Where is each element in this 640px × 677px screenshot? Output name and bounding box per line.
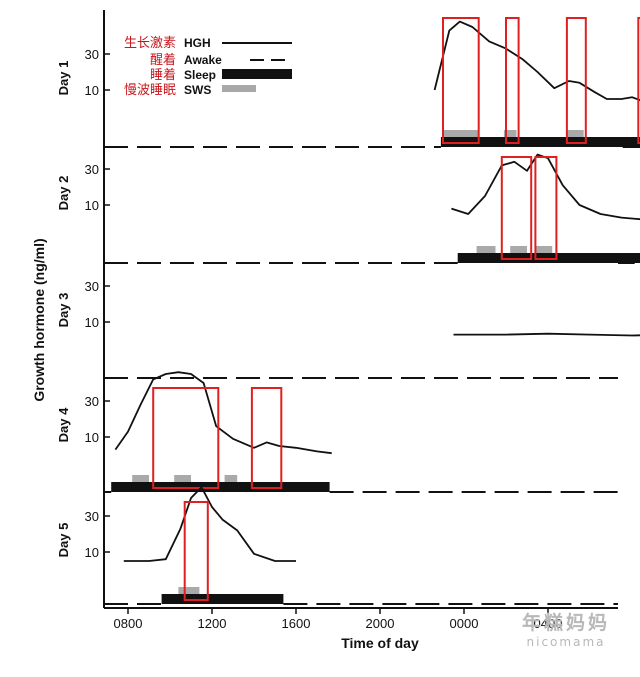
hgh-line [114,371,332,455]
sws-mark [503,130,517,137]
day-label: Day 2 [56,176,71,211]
watermark: 年糕妈妈 nicomama [514,608,618,649]
x-tick-label: 2000 [366,616,395,631]
highlight-box [505,17,520,144]
highlight-box [152,387,220,489]
hgh-line [433,20,640,102]
legend-label-sleep: Sleep [184,68,216,82]
sws-mark [510,246,527,253]
highlight-box [442,17,480,144]
y-tick-label: 30 [85,47,99,62]
x-tick-label: 0800 [114,616,143,631]
legend-label-hgh: HGH [184,36,211,50]
sws-mark [535,246,553,253]
highlight-box [183,501,209,601]
day-label: Day 1 [56,61,71,96]
hgh-line [453,332,640,337]
y-tick-label: 10 [85,545,99,560]
legend-swatch-sws [222,85,256,92]
day-label: Day 4 [56,407,71,442]
x-tick-label: 0400 [534,616,563,631]
sws-mark [476,246,496,253]
sws-mark [566,130,584,137]
sleep-bar [440,137,640,147]
x-axis-title: Time of day [341,635,419,651]
y-tick-label: 30 [85,279,99,294]
y-tick-label: 30 [85,394,99,409]
hgh-line [451,153,640,221]
panel-day-4: Day 4 10 30 [56,371,618,493]
y-axis-title: Growth hormone (ng/ml) [31,238,47,401]
y-tick-label: 10 [85,83,99,98]
sws-mark [178,587,200,594]
legend-cn-sleep: 睡着 [150,67,176,82]
sleep-bar [111,482,330,492]
day-label: Day 3 [56,293,71,328]
watermark-en: nicomama [526,635,606,649]
highlight-box [500,156,533,260]
highlight-box [534,156,558,260]
highlight-box [637,17,640,144]
watermark-cn: 年糕妈妈 [521,612,610,634]
sws-mark [174,475,191,482]
legend-swatch-sleep [222,69,292,79]
sws-mark [443,130,479,137]
hgh-line [123,486,296,562]
sleep-bar [161,594,284,604]
x-axis: 0800 1200 1600 2000 0000 0400 [114,608,563,631]
y-tick-label: 10 [85,315,99,330]
panel-day-2: Day 2 10 30 [56,153,640,264]
legend-cn-sws: 慢波睡眠 [124,82,176,97]
sws-mark [224,475,238,482]
legend-cn-hgh: 生长激素 [124,35,176,50]
y-tick-label: 10 [85,198,99,213]
highlight-box [250,387,283,489]
sws-mark [132,475,149,482]
legend-label-sws: SWS [184,83,211,97]
x-tick-label: 1600 [282,616,311,631]
legend-label-awake: Awake [184,53,222,67]
highlight-box [565,17,587,144]
panel-day-3: Day 3 10 30 [56,279,640,379]
y-tick-label: 30 [85,162,99,177]
x-tick-label: 1200 [198,616,227,631]
x-tick-label: 0000 [450,616,479,631]
day-label: Day 5 [56,523,71,558]
panel-day-5: Day 5 10 30 [56,486,618,605]
y-tick-label: 10 [85,430,99,445]
legend: 生长激素 HGH 醒着 Awake 睡着 Sleep 慢波睡眠 SWS [124,35,292,97]
legend-cn-awake: 醒着 [150,52,176,67]
y-tick-label: 30 [85,509,99,524]
panel-day-1: Day 1 10 30 [56,17,640,148]
